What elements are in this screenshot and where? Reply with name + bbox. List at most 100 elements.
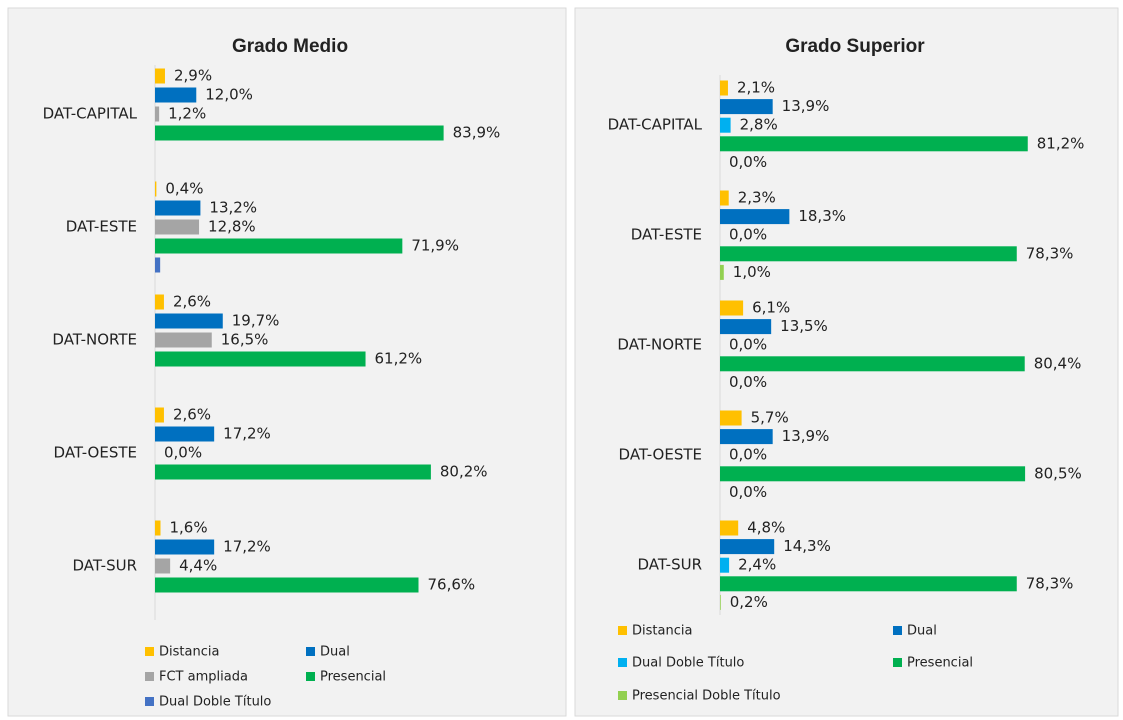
bar: [155, 219, 200, 235]
legend-label: Presencial: [907, 656, 973, 671]
value-label: 80,4%: [1034, 354, 1082, 372]
legend-label: FCT ampliada: [159, 670, 248, 685]
category-label: DAT-CAPITAL: [608, 116, 703, 134]
value-label: 12,0%: [205, 86, 253, 104]
legend-swatch: [618, 626, 627, 635]
value-label: 2,8%: [740, 116, 778, 134]
bar: [155, 87, 197, 103]
bar: [720, 466, 1026, 482]
bar: [720, 557, 730, 573]
bar: [720, 539, 775, 555]
value-label: 0,0%: [729, 336, 767, 354]
value-label: 18,3%: [798, 207, 846, 225]
bar: [720, 429, 773, 445]
value-label: 81,2%: [1037, 134, 1085, 152]
category-label: DAT-OESTE: [619, 446, 702, 464]
value-label: 2,3%: [738, 189, 776, 207]
bar: [720, 209, 790, 225]
bar: [720, 319, 772, 335]
value-label: 78,3%: [1026, 244, 1074, 262]
legend-label: Distancia: [159, 645, 219, 660]
legend-swatch: [893, 658, 902, 667]
bar: [155, 558, 171, 574]
chart-title: Grado Superior: [785, 36, 925, 57]
category-label: DAT-NORTE: [52, 331, 137, 349]
bar: [155, 106, 160, 122]
value-label: 19,7%: [232, 312, 280, 330]
value-label: 13,2%: [209, 199, 257, 217]
value-label: 6,1%: [752, 299, 790, 317]
legend-swatch: [145, 647, 154, 656]
value-label: 71,9%: [411, 237, 459, 255]
value-label: 12,8%: [208, 218, 256, 236]
value-label: 13,9%: [782, 97, 830, 115]
value-label: 4,8%: [747, 519, 785, 537]
legend-label: Presencial: [320, 670, 386, 685]
bar: [720, 594, 721, 610]
value-label: 2,1%: [737, 79, 775, 97]
category-label: DAT-OESTE: [54, 444, 137, 462]
category-label: DAT-NORTE: [617, 336, 702, 354]
bar: [155, 238, 403, 254]
value-label: 80,2%: [440, 463, 488, 481]
value-label: 2,6%: [173, 293, 211, 311]
bar: [155, 294, 164, 310]
value-label: 0,0%: [729, 153, 767, 171]
value-label: 78,3%: [1026, 574, 1074, 592]
legend-label: Dual: [320, 645, 350, 660]
bar: [155, 181, 157, 197]
value-label: 2,9%: [174, 67, 212, 85]
category-label: DAT-ESTE: [66, 218, 137, 236]
value-label: 1,2%: [168, 105, 206, 123]
bar: [155, 200, 201, 216]
legend-swatch: [306, 647, 315, 656]
bar: [720, 410, 742, 426]
value-label: 13,9%: [782, 427, 830, 445]
value-label: 0,2%: [730, 593, 768, 611]
category-label: DAT-CAPITAL: [43, 105, 138, 123]
value-label: 0,0%: [729, 483, 767, 501]
bar: [155, 313, 223, 329]
legend-swatch: [618, 658, 627, 667]
value-label: 17,2%: [223, 425, 271, 443]
value-label: 0,0%: [164, 444, 202, 462]
bar: [155, 464, 431, 480]
bar: [720, 264, 724, 280]
bar: [155, 520, 161, 536]
value-label: 83,9%: [453, 124, 501, 142]
value-label: 1,6%: [170, 519, 208, 537]
bar: [155, 351, 366, 367]
category-label: DAT-SUR: [72, 557, 137, 575]
value-label: 76,6%: [428, 576, 476, 594]
value-label: 0,0%: [729, 446, 767, 464]
value-label: 80,5%: [1034, 464, 1082, 482]
bar: [155, 125, 444, 141]
value-label: 13,5%: [780, 317, 828, 335]
chart-title: Grado Medio: [232, 36, 348, 57]
legend-swatch: [145, 697, 154, 706]
legend-swatch: [893, 626, 902, 635]
bar: [720, 356, 1025, 372]
value-label: 1,0%: [733, 263, 771, 281]
legend-swatch: [618, 691, 627, 700]
bar: [720, 300, 744, 316]
value-label: 61,2%: [375, 350, 423, 368]
bar: [155, 577, 419, 593]
bar: [155, 426, 215, 442]
bar: [720, 136, 1028, 152]
value-label: 5,7%: [751, 409, 789, 427]
value-label: 0,0%: [729, 373, 767, 391]
value-label: 17,2%: [223, 538, 271, 556]
value-label: 0,0%: [729, 226, 767, 244]
bar: [720, 576, 1017, 592]
legend-swatch: [145, 672, 154, 681]
value-label: 2,6%: [173, 406, 211, 424]
value-label: 14,3%: [783, 537, 831, 555]
bar: [155, 68, 165, 84]
bar: [155, 332, 212, 348]
value-label: 16,5%: [221, 331, 269, 349]
category-label: DAT-ESTE: [631, 226, 702, 244]
bar: [720, 190, 729, 206]
bar: [720, 520, 739, 536]
